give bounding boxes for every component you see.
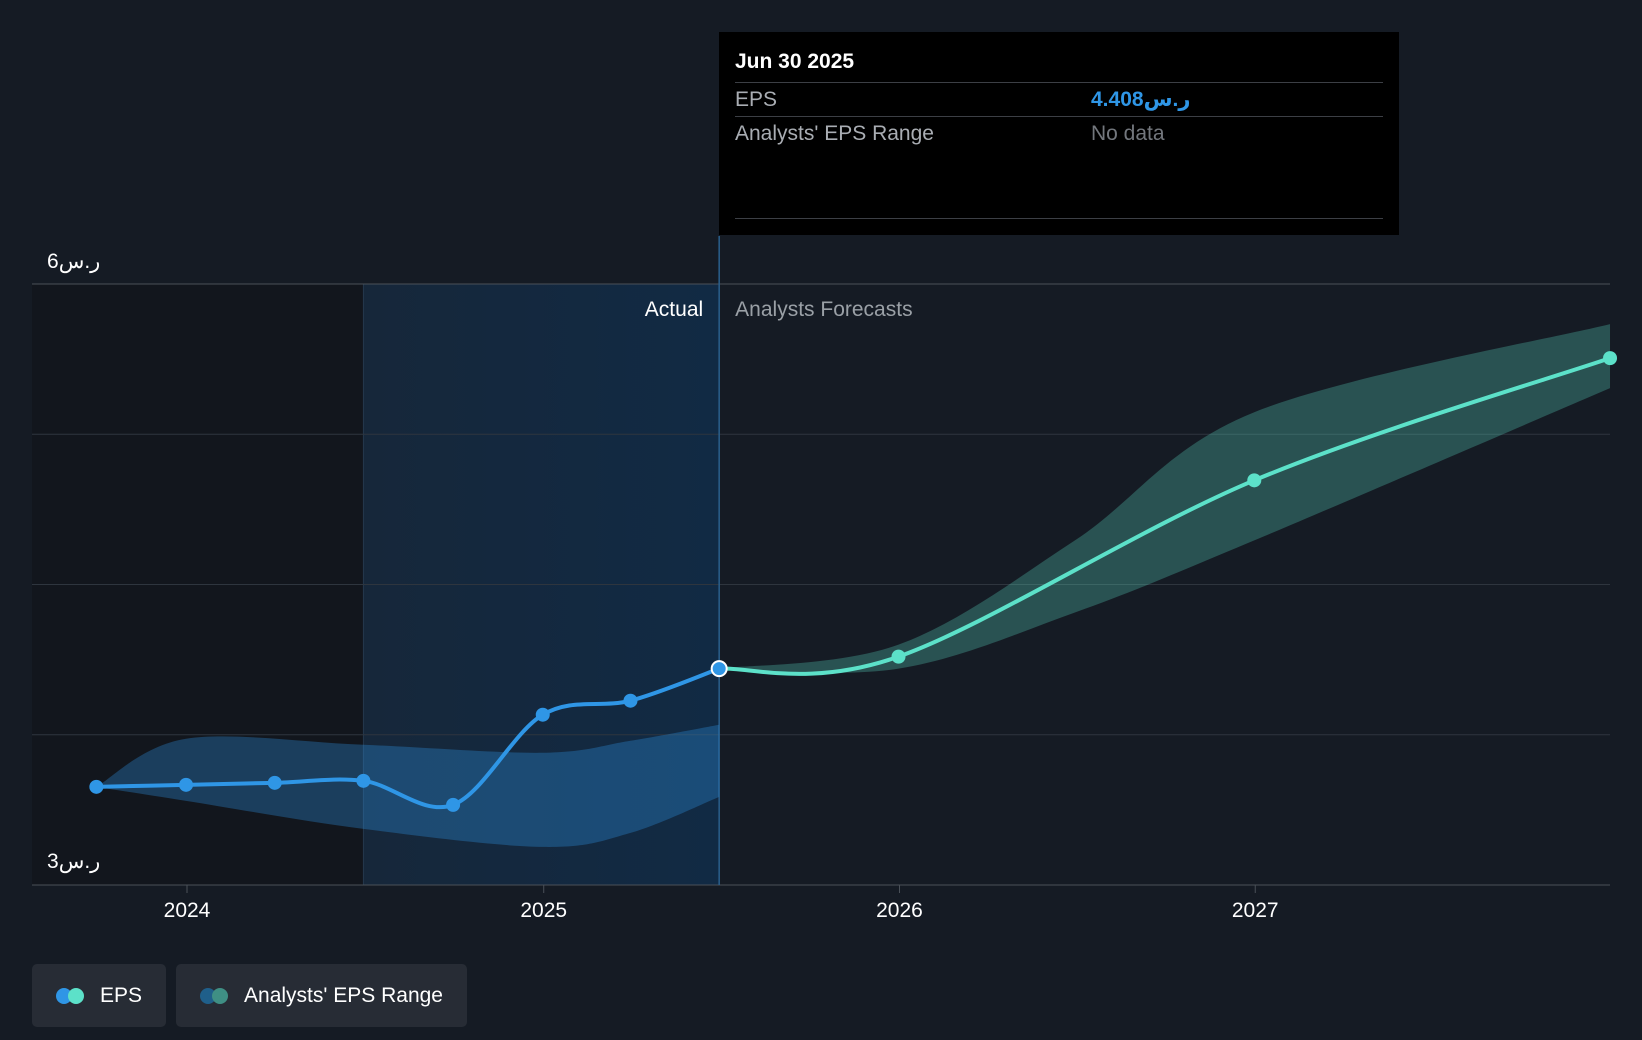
y-tick-label-top: ر.س6: [47, 250, 100, 274]
eps-data-point: [89, 779, 104, 794]
legend-item-eps[interactable]: EPS: [32, 964, 167, 1027]
eps-data-point: [267, 775, 282, 790]
eps-range-band-actual: [96, 724, 720, 847]
x-tick-label: 2025: [520, 899, 567, 922]
legend-range-label: Analysts' EPS Range: [244, 983, 443, 1007]
tooltip-range-value: No data: [1091, 122, 1165, 145]
eps-data-point: [891, 649, 906, 664]
legend-range-dot-forecast: [212, 987, 229, 1004]
tooltip-eps-label: EPS: [735, 88, 778, 111]
legend-item-range[interactable]: Analysts' EPS Range: [176, 964, 467, 1027]
legend-eps-swatch: [56, 987, 86, 1004]
tooltip-date: Jun 30 2025: [735, 50, 855, 73]
eps-data-point: [356, 773, 371, 788]
eps-data-point: [1603, 351, 1618, 366]
x-tick-label: 2024: [164, 899, 211, 922]
eps-data-point: [535, 707, 550, 722]
x-tick-label: 2027: [1232, 899, 1279, 922]
legend-eps-label: EPS: [100, 983, 143, 1007]
legend-range-swatch: [200, 987, 230, 1004]
y-tick-label-bottom: ر.س3: [47, 850, 100, 874]
eps-data-point: [446, 797, 461, 812]
x-tick-label: 2026: [876, 899, 923, 922]
eps-range-band-forecast: [719, 324, 1611, 673]
eps-line-forecast: [717, 356, 1613, 676]
eps-line-actual: [94, 666, 722, 810]
eps-data-point: [623, 693, 638, 708]
region-label-actual: Actual: [645, 298, 703, 321]
eps-data-point: [1247, 473, 1262, 488]
tooltip-row-range: Analysts' EPS Range No data: [735, 116, 1383, 150]
chart-legend: EPS Analysts' EPS Range: [32, 964, 467, 1027]
tooltip-row-eps: EPS ر.س4.408: [735, 82, 1383, 116]
tooltip-eps-value: ر.س4.408: [1091, 88, 1191, 111]
eps-hover-point: [710, 660, 728, 678]
tooltip-divider: [735, 218, 1383, 219]
tooltip-range-label: Analysts' EPS Range: [735, 122, 934, 145]
legend-eps-dot-forecast: [68, 987, 84, 1004]
region-label-forecast: Analysts Forecasts: [735, 298, 912, 321]
eps-data-point: [179, 777, 194, 792]
chart-tooltip: Jun 30 2025 EPS ر.س4.408 Analysts' EPS R…: [719, 32, 1399, 235]
